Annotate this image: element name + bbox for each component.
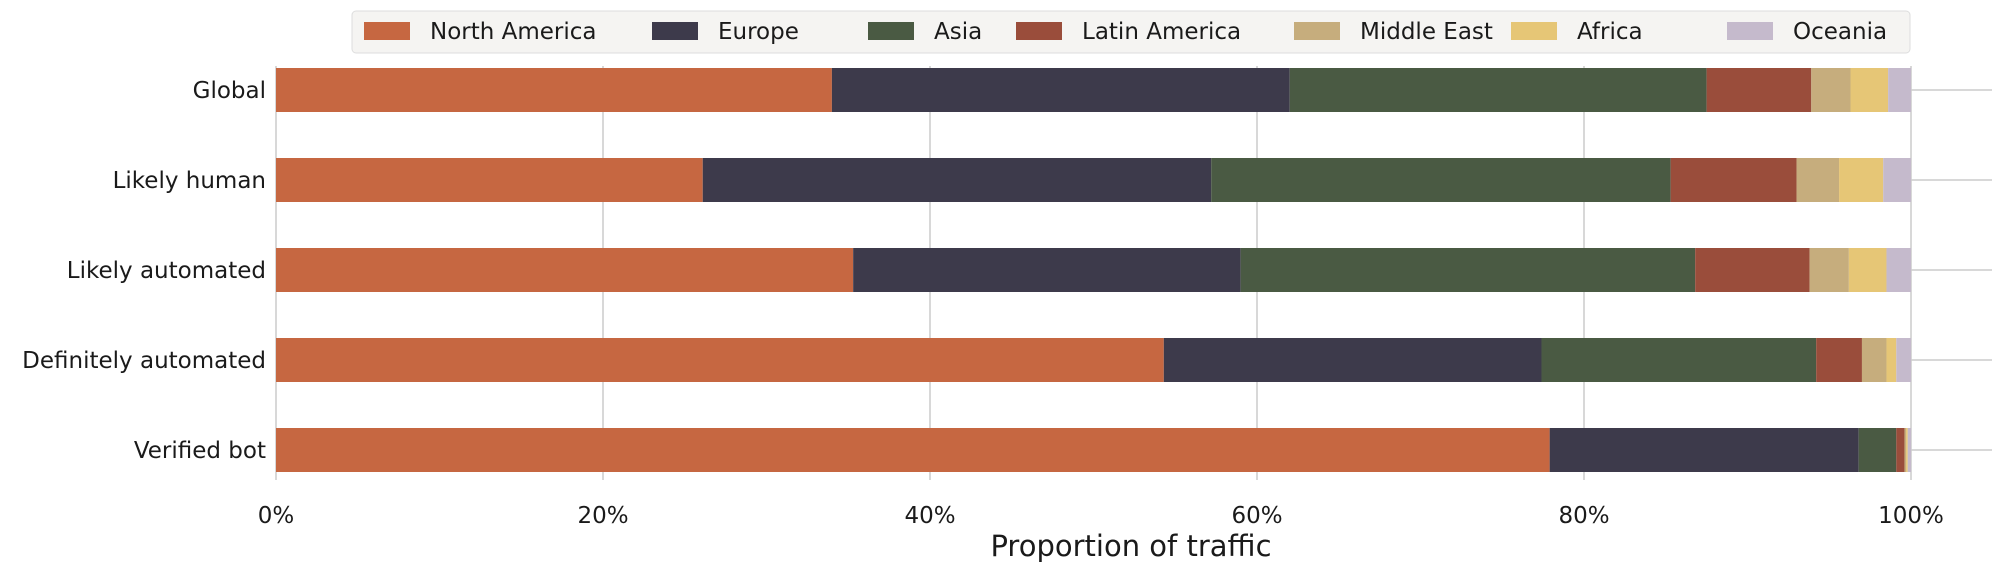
bar-segment (1883, 158, 1911, 202)
bar-segment (1796, 158, 1840, 202)
bar-segment (1670, 158, 1797, 202)
bar-segment (1163, 338, 1542, 382)
bar-segment (1541, 338, 1817, 382)
bar-segment (1211, 158, 1671, 202)
bar-segment (1886, 338, 1897, 382)
bar-segment (276, 158, 703, 202)
category-label: Global (193, 78, 266, 104)
bar-segment (1888, 68, 1911, 112)
legend-swatch (1727, 22, 1773, 40)
legend-swatch (868, 22, 914, 40)
x-axis-title: Proportion of traffic (990, 529, 1271, 563)
bar-segment (1904, 428, 1907, 472)
bar-segment (276, 248, 854, 292)
legend-label: Africa (1577, 19, 1643, 45)
category-labels: Global Likely human Likely automated Defini… (22, 78, 266, 464)
legend-label: Oceania (1793, 19, 1887, 45)
legend-box (351, 10, 1911, 54)
x-tick-label: 80% (1558, 503, 1609, 529)
legend-label: Latin America (1082, 19, 1241, 45)
bar-segment (1886, 248, 1911, 292)
legend-label: North America (430, 19, 597, 45)
bar-segment (1811, 68, 1851, 112)
x-tick-label: 0% (258, 503, 295, 529)
bar-segment (1906, 428, 1908, 472)
legend: North America Europe Asia Latin America Midd… (351, 10, 1911, 54)
legend-label: Middle East (1360, 19, 1493, 45)
bar-segment (1896, 428, 1905, 472)
bar-segment (1850, 68, 1889, 112)
legend-swatch (1511, 22, 1557, 40)
bar-segment (702, 158, 1212, 202)
category-label: Likely automated (67, 258, 266, 284)
x-tick-label: 100% (1878, 503, 1944, 529)
legend-swatch (364, 22, 410, 40)
legend-label: Asia (934, 19, 982, 45)
x-tick-labels: 0% 20% 40% 60% 80% 100% (258, 503, 1944, 529)
legend-swatch (652, 22, 698, 40)
legend-swatch (1294, 22, 1340, 40)
bars (276, 68, 1911, 472)
bar-segment (1848, 248, 1887, 292)
bar-segment (1907, 428, 1911, 472)
bar-segment (1861, 338, 1887, 382)
bar-segment (1839, 158, 1884, 202)
x-tick-label: 20% (577, 503, 628, 529)
bar-segment (853, 248, 1241, 292)
bar-segment (1240, 248, 1696, 292)
bar-segment (1809, 248, 1849, 292)
bar-segment (276, 428, 1550, 472)
legend-label: Europe (718, 19, 799, 45)
category-label: Verified bot (134, 438, 266, 464)
legend-swatch (1016, 22, 1062, 40)
category-label: Definitely automated (22, 348, 266, 374)
bar-segment (1816, 338, 1862, 382)
bar-segment (276, 338, 1164, 382)
bar-segment (1289, 68, 1707, 112)
bar-segment (1896, 338, 1911, 382)
bar-segment (831, 68, 1290, 112)
bar-segment (1549, 428, 1859, 472)
x-tick-label: 60% (1231, 503, 1282, 529)
bar-segment (1858, 428, 1897, 472)
bar-segment (1695, 248, 1810, 292)
bar-segment (1706, 68, 1812, 112)
bar-segment (276, 68, 832, 112)
x-tick-label: 40% (904, 503, 955, 529)
category-label: Likely human (113, 168, 266, 194)
